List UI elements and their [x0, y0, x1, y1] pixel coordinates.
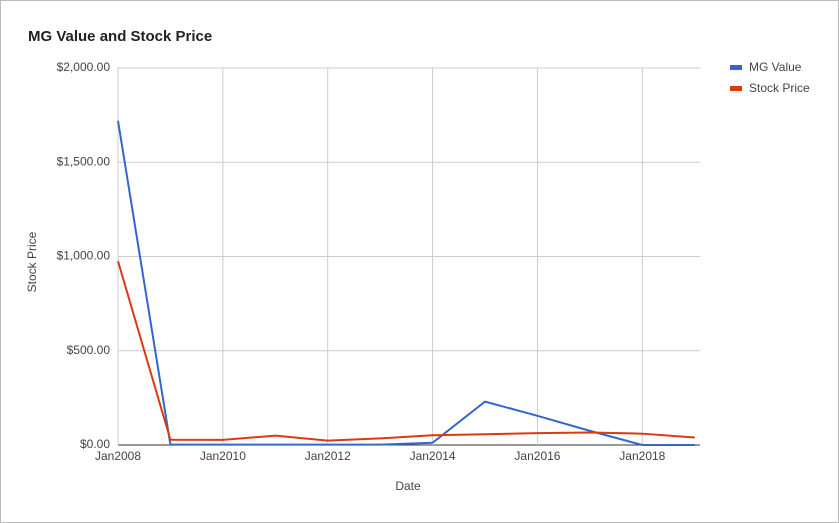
y-tick-label: $1,500.00: [57, 154, 111, 168]
y-tick-label: $2,000.00: [57, 60, 111, 74]
series-line: [117, 260, 695, 442]
legend-label: MG Value: [749, 60, 802, 74]
x-axis-title: Date: [395, 479, 421, 493]
legend-swatch: [730, 65, 742, 70]
legend-label: Stock Price: [749, 81, 810, 95]
x-tick-label: Jan2010: [200, 449, 246, 463]
x-tick-label: Jan2012: [305, 449, 351, 463]
x-tick-label: Jan2018: [619, 449, 665, 463]
x-tick-label: Jan2008: [95, 449, 141, 463]
legend-swatch: [730, 86, 742, 91]
chart-title: MG Value and Stock Price: [28, 28, 212, 45]
y-tick-label: $0.00: [80, 437, 110, 451]
y-tick-label: $500.00: [67, 343, 111, 357]
x-tick-label: Jan2016: [514, 449, 560, 463]
y-axis-title: Stock Price: [25, 231, 39, 292]
y-tick-label: $1,000.00: [57, 249, 111, 263]
x-tick-label: Jan2014: [410, 449, 456, 463]
